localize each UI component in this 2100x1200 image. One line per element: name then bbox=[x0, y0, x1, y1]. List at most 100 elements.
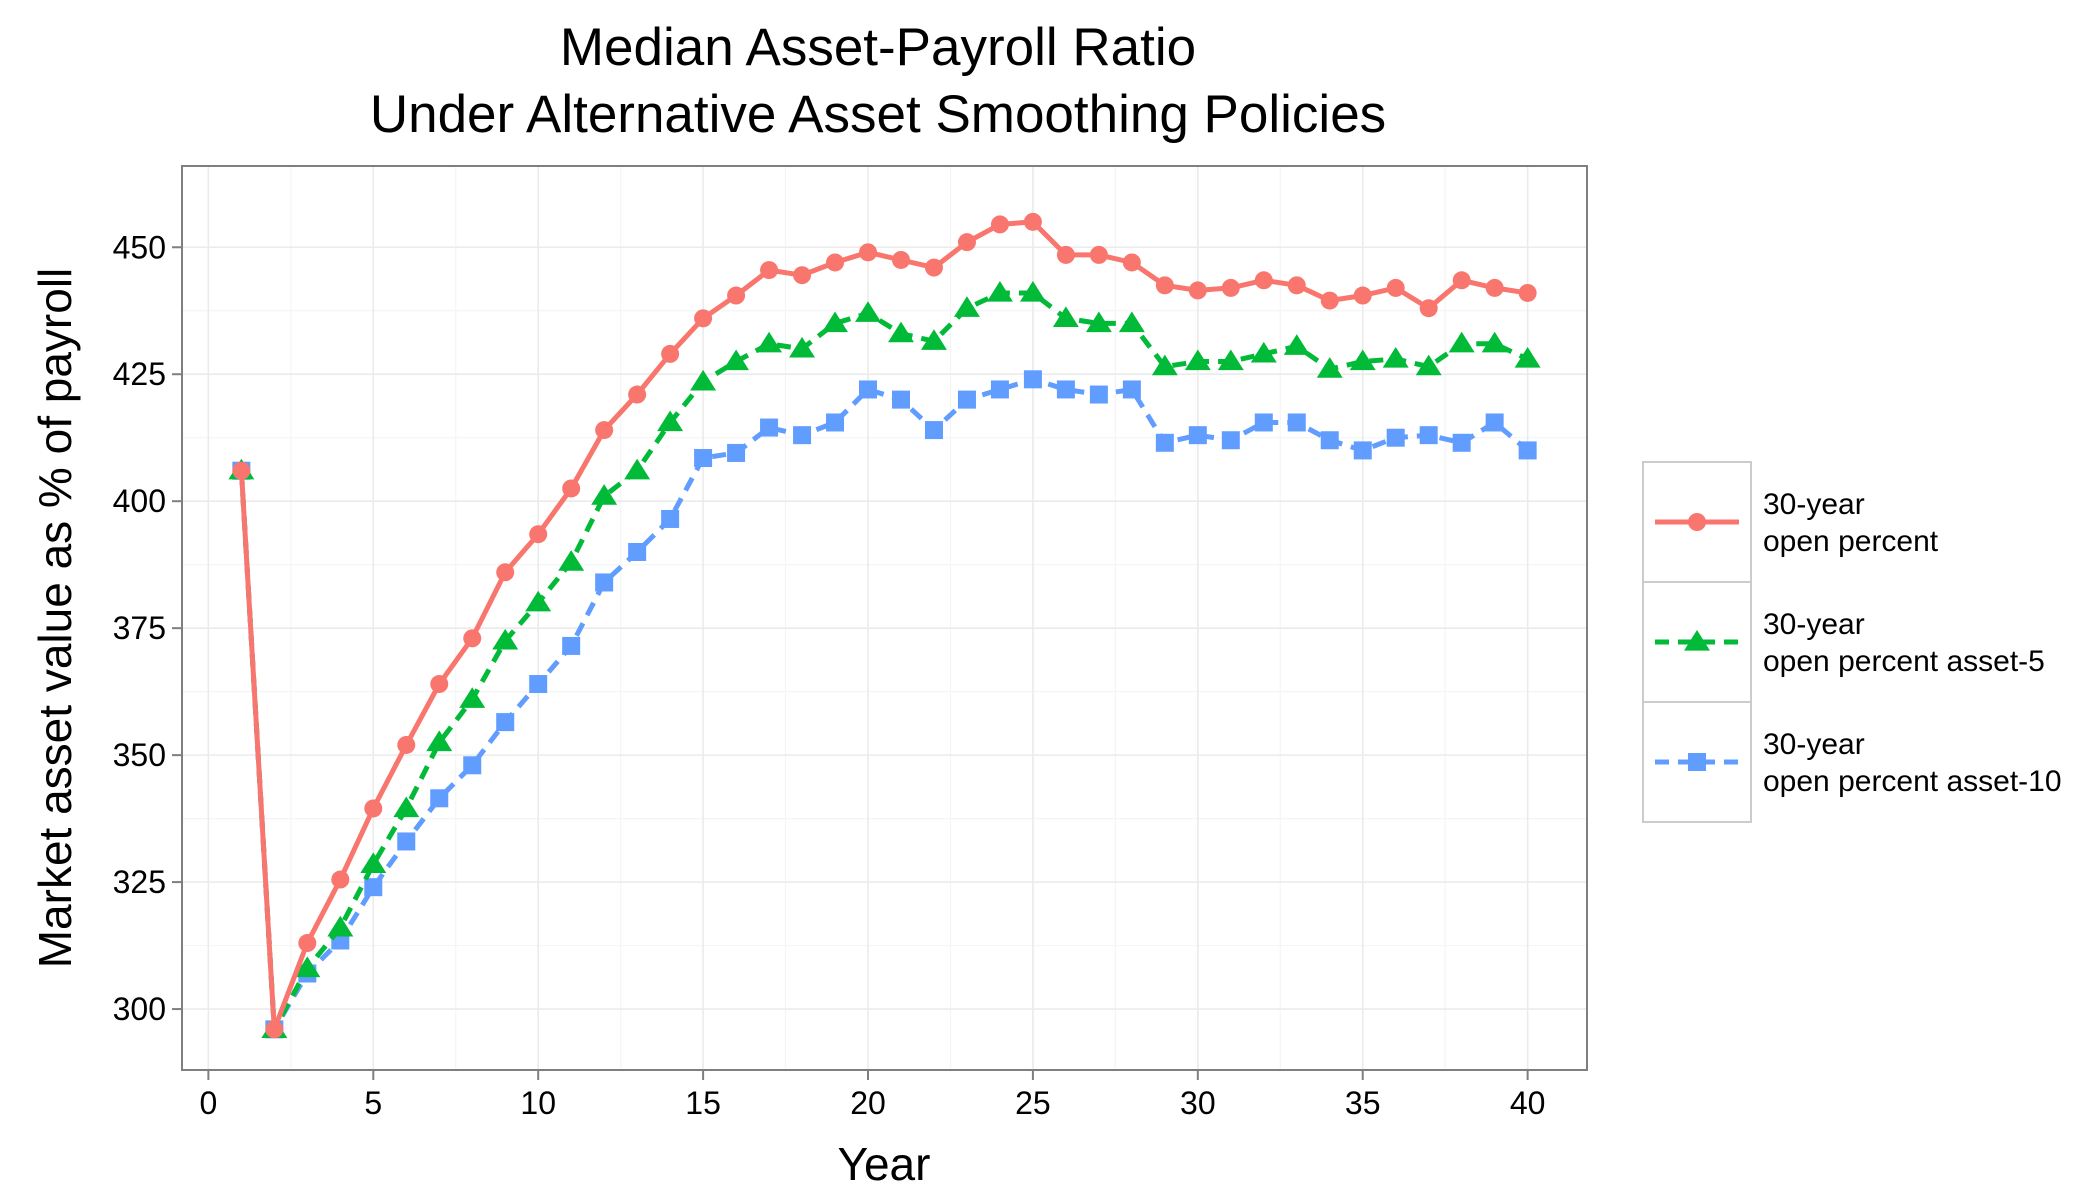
x-tick-label: 0 bbox=[199, 1085, 217, 1121]
data-point bbox=[265, 1020, 284, 1039]
legend-label: 30-year bbox=[1763, 488, 1865, 521]
legend-label: 30-year bbox=[1763, 608, 1865, 641]
data-point bbox=[921, 329, 947, 350]
data-point bbox=[1023, 212, 1042, 231]
data-point bbox=[1056, 245, 1075, 264]
data-point bbox=[298, 934, 317, 953]
data-point bbox=[990, 215, 1009, 234]
data-point bbox=[694, 449, 713, 468]
data-point bbox=[1316, 357, 1343, 378]
x-tick-label: 10 bbox=[520, 1085, 556, 1121]
plot-panel bbox=[182, 166, 1587, 1070]
data-point bbox=[891, 250, 910, 269]
data-point bbox=[859, 243, 878, 262]
y-tick-label: 375 bbox=[113, 610, 166, 646]
y-tick-label: 450 bbox=[113, 229, 166, 265]
data-point bbox=[760, 418, 779, 437]
data-point bbox=[826, 253, 845, 272]
data-point bbox=[661, 509, 680, 528]
data-point bbox=[826, 413, 845, 432]
data-point bbox=[327, 915, 354, 937]
x-axis-title: Year bbox=[838, 1138, 931, 1190]
data-point bbox=[624, 458, 651, 480]
legend-key-marker bbox=[1688, 753, 1706, 771]
data-point bbox=[1452, 433, 1471, 452]
data-point bbox=[496, 713, 515, 732]
data-point bbox=[463, 629, 482, 648]
data-point bbox=[1287, 276, 1306, 295]
y-axis-title: Market asset value as % of payroll bbox=[29, 268, 81, 969]
x-tick-label: 40 bbox=[1510, 1085, 1546, 1121]
data-point bbox=[558, 550, 585, 571]
data-point bbox=[1023, 370, 1042, 389]
data-point bbox=[1382, 346, 1409, 368]
data-point bbox=[628, 385, 647, 404]
data-point bbox=[822, 311, 848, 333]
data-point bbox=[1448, 331, 1475, 353]
data-point bbox=[1221, 278, 1240, 297]
data-point bbox=[756, 331, 783, 353]
data-point bbox=[1419, 426, 1438, 445]
data-point bbox=[1415, 354, 1442, 376]
data-point bbox=[723, 349, 750, 371]
data-point bbox=[628, 542, 647, 561]
data-point bbox=[1254, 413, 1273, 432]
data-point bbox=[1221, 431, 1240, 450]
data-point bbox=[1155, 276, 1174, 295]
series-line bbox=[238, 219, 1528, 1032]
data-point bbox=[793, 266, 812, 285]
data-point bbox=[459, 687, 486, 708]
chart-title-line-1: Median Asset-Payroll Ratio bbox=[560, 18, 1196, 77]
legend-entry: 30-year open percent asset-10 bbox=[1642, 701, 2062, 823]
data-point bbox=[986, 280, 1013, 302]
data-point bbox=[727, 443, 746, 462]
data-point bbox=[562, 636, 581, 655]
data-point bbox=[1386, 428, 1405, 447]
y-tick-label: 300 bbox=[113, 991, 166, 1027]
data-point bbox=[957, 233, 976, 252]
data-point bbox=[1485, 413, 1504, 432]
data-point bbox=[1122, 380, 1141, 399]
x-tick-label: 15 bbox=[685, 1085, 721, 1121]
data-point bbox=[1151, 354, 1178, 376]
data-point bbox=[1188, 426, 1207, 445]
y-tick-label: 425 bbox=[113, 356, 166, 392]
data-point bbox=[855, 301, 881, 322]
data-point bbox=[1320, 291, 1339, 310]
data-point bbox=[1349, 349, 1376, 371]
data-point bbox=[1452, 271, 1471, 290]
y-tick-label: 350 bbox=[113, 737, 166, 773]
data-point bbox=[1188, 281, 1207, 300]
series-layer bbox=[228, 212, 1541, 1039]
data-point bbox=[1155, 433, 1174, 452]
y-tick-label: 400 bbox=[113, 483, 166, 519]
legend-entry: 30-year open percent bbox=[1642, 461, 1939, 583]
data-point bbox=[957, 390, 976, 409]
legend-label: open percent bbox=[1763, 525, 1939, 558]
series-3 bbox=[232, 370, 1537, 1039]
data-point bbox=[595, 421, 614, 440]
data-point bbox=[397, 735, 416, 754]
data-point bbox=[1353, 286, 1372, 305]
plot-border bbox=[181, 165, 1588, 1071]
data-point bbox=[727, 286, 746, 305]
data-point bbox=[1353, 441, 1372, 460]
data-point bbox=[1518, 283, 1537, 302]
data-point bbox=[430, 675, 449, 694]
data-point bbox=[1118, 311, 1145, 333]
data-point bbox=[1287, 413, 1306, 432]
data-point bbox=[1254, 271, 1273, 290]
legend-label: 30-year bbox=[1763, 728, 1865, 761]
data-point bbox=[430, 789, 449, 808]
data-point bbox=[1019, 280, 1046, 302]
x-tick-label: 35 bbox=[1345, 1085, 1381, 1121]
data-point bbox=[595, 573, 614, 592]
data-point bbox=[1419, 299, 1438, 318]
data-point bbox=[1283, 334, 1310, 355]
data-point bbox=[331, 870, 350, 889]
data-point bbox=[953, 296, 980, 317]
data-point bbox=[657, 410, 684, 432]
data-point bbox=[1052, 306, 1079, 327]
data-point bbox=[1485, 278, 1504, 297]
data-point bbox=[793, 426, 812, 445]
